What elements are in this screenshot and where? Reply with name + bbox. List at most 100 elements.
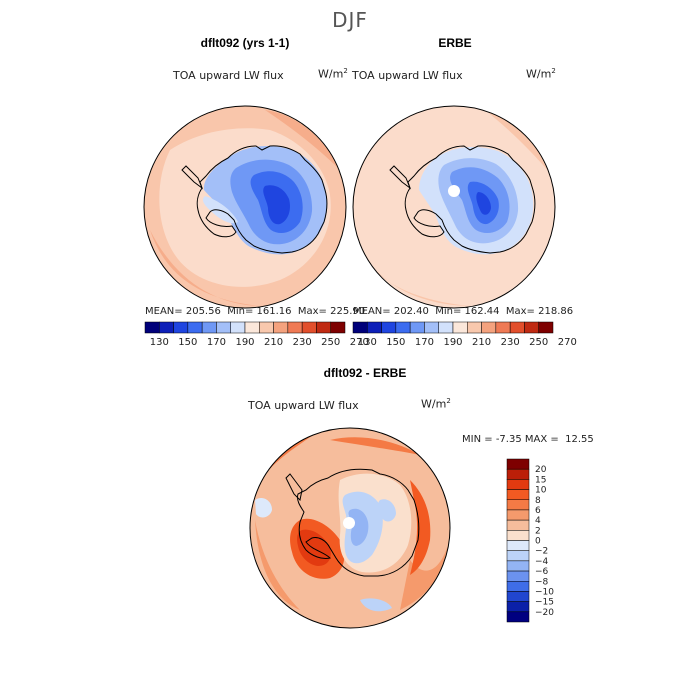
diff-stats: MIN = -7.35 MAX = 12.55 — [462, 434, 594, 445]
model-colorbar-swatch — [201, 321, 217, 334]
model-colorbar-tick-label: 130 — [150, 337, 169, 348]
model-colorbar-tick-label: 250 — [321, 337, 340, 348]
model-colorbar-swatch — [316, 321, 331, 334]
obs-panel-title: ERBE — [438, 36, 472, 50]
model-colorbar-swatch — [187, 321, 203, 334]
model-colorbar: 130 150 170 190 210 230 250 270 — [144, 321, 369, 348]
model-colorbar-swatch — [230, 321, 246, 334]
diff-colorbar-swatch — [506, 509, 530, 521]
model-map — [144, 106, 346, 308]
diff-colorbar-swatch — [506, 550, 530, 562]
diff-colorbar-tick-label: 20 — [535, 465, 547, 475]
obs-colorbar-swatch — [409, 321, 425, 334]
model-colorbar-tick-label: 270 — [350, 337, 369, 348]
model-colorbar-swatch — [330, 321, 346, 334]
diff-colorbar-tick-label: 10 — [535, 486, 547, 496]
obs-colorbar-swatch — [467, 321, 482, 334]
diff-colorbar-tick-label: −10 — [535, 587, 554, 597]
obs-colorbar-tick-label: 130 — [358, 337, 377, 348]
obs-units: W/m2 — [526, 67, 556, 81]
model-colorbar-tick-label: 150 — [178, 337, 197, 348]
diff-colorbar-tick-label: 15 — [535, 475, 546, 485]
diff-colorbar-swatch — [506, 489, 530, 500]
model-colorbar-swatch — [159, 321, 174, 334]
diff-colorbar-swatch — [506, 458, 530, 470]
diff-colorbar-tick-label: 0 — [535, 537, 541, 547]
model-antarctica-coast — [196, 145, 328, 254]
diff-colorbar-swatch — [506, 519, 530, 531]
diff-colorbar-swatch — [506, 591, 530, 602]
obs-colorbar-tick-label: 190 — [443, 337, 462, 348]
obs-colorbar-swatch — [495, 321, 511, 334]
diff-units: W/m2 — [421, 397, 451, 411]
model-colorbar-swatch — [273, 321, 289, 334]
diff-colorbar-swatch — [506, 601, 530, 613]
obs-colorbar-swatch — [524, 321, 539, 334]
obs-colorbar-tick-label: 150 — [386, 337, 405, 348]
diff-colorbar-swatch — [506, 570, 530, 582]
model-colorbar-tick-label: 230 — [293, 337, 312, 348]
model-colorbar-swatch — [144, 321, 160, 334]
obs-missing-data-pole — [448, 185, 460, 197]
obs-colorbar-tick-label: 170 — [415, 337, 434, 348]
diff-colorbar-tick-label: 4 — [535, 516, 541, 526]
obs-colorbar-tick-label: 230 — [501, 337, 520, 348]
obs-colorbar-tick-label: 270 — [558, 337, 577, 348]
diff-colorbar-tick-label: −4 — [535, 557, 549, 567]
diff-colorbar-swatch — [506, 611, 530, 623]
obs-map-border — [352, 105, 556, 309]
diff-colorbar-tick-label: −2 — [535, 547, 548, 557]
model-colorbar-tick-label: 190 — [235, 337, 254, 348]
obs-colorbar-swatch — [538, 321, 554, 334]
model-colorbar-swatch — [287, 321, 303, 334]
model-field-name: TOA upward LW flux — [173, 69, 284, 82]
model-units: W/m2 — [318, 67, 348, 81]
diff-panel-title: dflt092 - ERBE — [323, 366, 407, 380]
obs-colorbar-swatch — [395, 321, 411, 334]
diff-colorbar-tick-label: −20 — [535, 608, 554, 618]
obs-colorbar-swatch — [424, 321, 439, 334]
obs-peninsula — [389, 165, 412, 190]
obs-field-name: TOA upward LW flux — [352, 69, 463, 82]
obs-colorbar-swatch — [438, 321, 454, 334]
model-map-border — [143, 105, 347, 309]
obs-map — [353, 106, 555, 308]
diff-colorbar-tick-label: 2 — [535, 526, 541, 536]
obs-stats: MEAN= 202.40 Min= 162.44 Max= 218.86 — [353, 306, 574, 317]
diff-missing-data-pole — [343, 517, 355, 529]
obs-colorbar-swatch — [352, 321, 368, 334]
diff-colorbar-swatch — [506, 560, 530, 572]
model-colorbar-swatch — [259, 321, 274, 334]
diff-colorbar-swatch — [506, 540, 530, 551]
model-colorbar-tick-label: 170 — [207, 337, 226, 348]
diff-colorbar-swatch — [506, 479, 530, 490]
diff-colorbar-tick-label: −15 — [535, 598, 554, 608]
obs-antarctica-coast — [404, 145, 536, 254]
diff-colorbar-tick-label: 6 — [535, 506, 541, 516]
diff-field-name: TOA upward LW flux — [248, 399, 359, 412]
obs-colorbar-swatch — [367, 321, 382, 334]
model-colorbar-swatch — [301, 321, 317, 334]
obs-colorbar-swatch — [509, 321, 525, 334]
diff-map-border — [249, 427, 451, 629]
obs-colorbar-tick-label: 250 — [529, 337, 548, 348]
diff-map — [250, 428, 450, 628]
model-colorbar-swatch — [216, 321, 231, 334]
diff-colorbar-swatch — [506, 530, 530, 541]
model-stats: MEAN= 205.56 Min= 161.16 Max= 225.90 — [145, 306, 366, 317]
model-colorbar-swatch — [244, 321, 260, 334]
diff-colorbar-swatch — [506, 468, 530, 480]
diff-colorbar-swatch — [506, 499, 530, 511]
obs-colorbar-tick-label: 210 — [472, 337, 491, 348]
diff-antarctica-coast — [297, 468, 420, 577]
obs-colorbar: 130 150 170 190 210 230 250 270 — [352, 321, 577, 348]
obs-colorbar-swatch — [452, 321, 468, 334]
model-panel-title: dflt092 (yrs 1-1) — [200, 36, 290, 50]
obs-colorbar-swatch — [381, 321, 397, 334]
diff-colorbar-tick-label: 8 — [535, 496, 541, 506]
diff-colorbar-swatch — [506, 581, 530, 592]
diff-colorbar-tick-label: −8 — [535, 577, 549, 587]
season-title: DJF — [332, 8, 368, 32]
